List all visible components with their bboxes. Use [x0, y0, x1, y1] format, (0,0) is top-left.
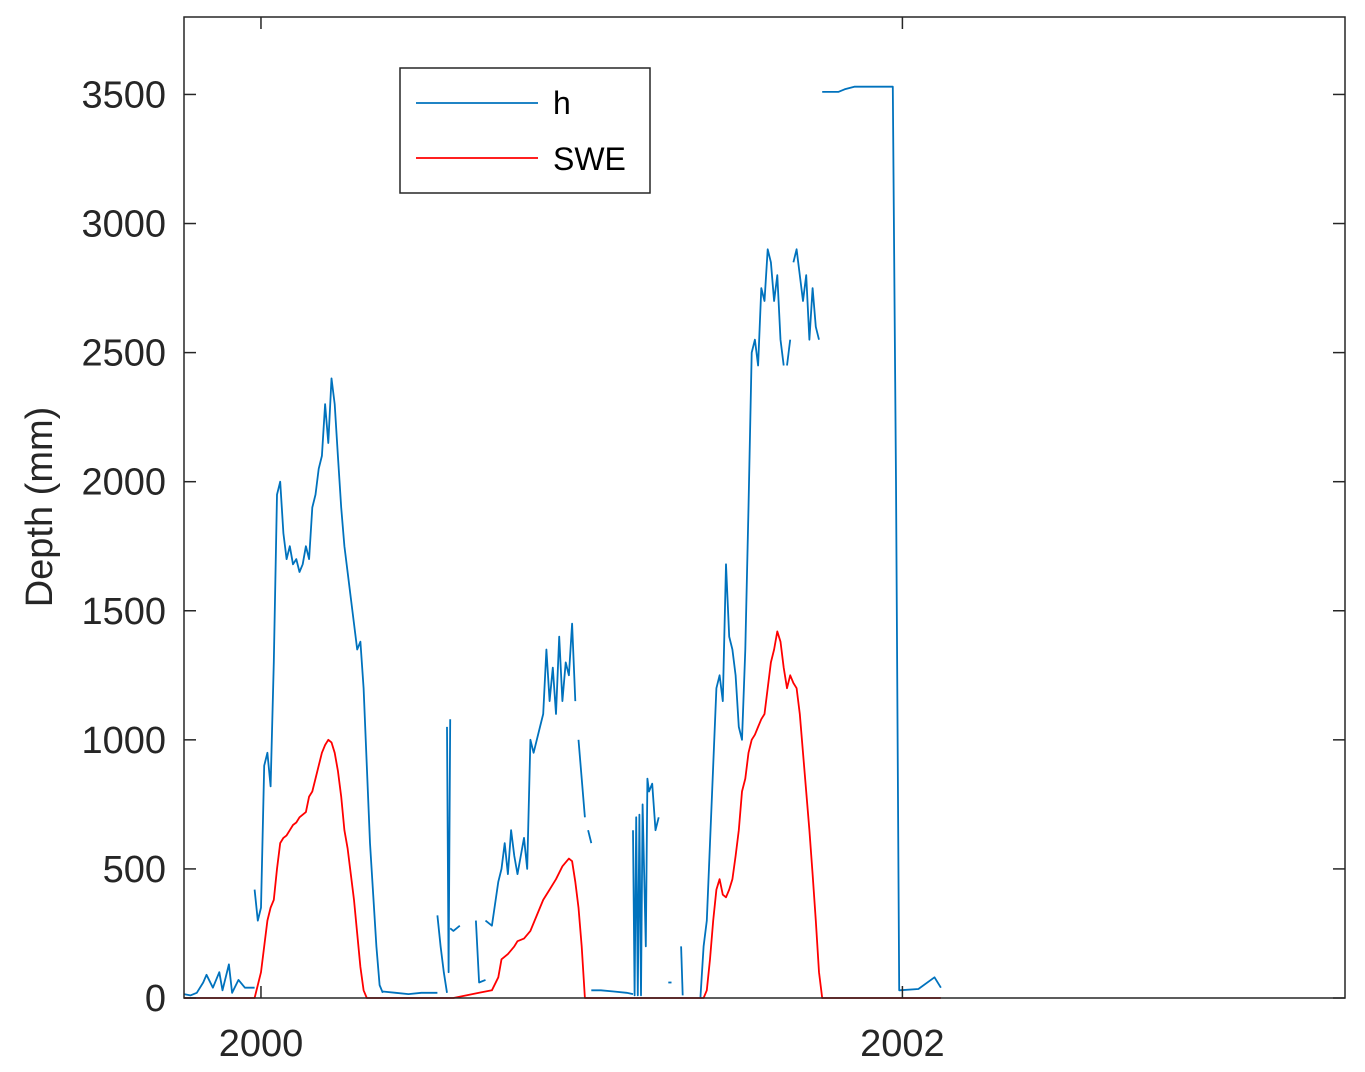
series-line-h-segment-9 — [587, 829, 593, 844]
y-tick-label-3000: 3000 — [81, 204, 166, 246]
series-line-h-segment-7 — [484, 622, 577, 927]
series-line-h-segment-10 — [591, 989, 634, 995]
series-line-h-segment-4 — [446, 719, 452, 974]
series-layer — [183, 85, 942, 999]
series-line-h-segment-11 — [632, 777, 660, 997]
series-line-h-segment-1 — [253, 377, 384, 994]
series-line-h-segment-17 — [822, 85, 942, 992]
series-line-h-segment-5 — [449, 925, 461, 932]
y-tick-label-0: 0 — [145, 978, 166, 1020]
y-tick-label-1000: 1000 — [81, 720, 166, 762]
y-tick-label-2500: 2500 — [81, 333, 166, 375]
plot-frame — [183, 16, 1346, 999]
legend-box — [399, 67, 651, 194]
series-line-h-segment-16 — [792, 248, 820, 341]
y-tick-label-3500: 3500 — [81, 74, 166, 116]
tick-layer: 0 500 1000 1500 2000 2500 3000 3500 2000 2002 — [81, 17, 1345, 1065]
series-line-h-segment-6 — [475, 920, 486, 984]
y-axis-label: Depth (mm) — [19, 407, 61, 608]
series-line-h-segment-14 — [699, 248, 785, 999]
series-line-h-segment-2 — [382, 990, 438, 995]
series-line-h-segment-15 — [786, 339, 792, 366]
y-tick-label-2000: 2000 — [81, 462, 166, 504]
legend-label-h: h — [553, 85, 571, 121]
legend: h SWE — [399, 67, 651, 194]
y-tick-label-500: 500 — [103, 849, 166, 891]
series-line-h-segment-0 — [183, 963, 255, 997]
legend-label-swe: SWE — [553, 141, 626, 177]
series-line-h-segment-8 — [577, 739, 586, 818]
series-line-h-segment-3 — [436, 915, 448, 993]
series-line-swe-segment-0 — [184, 630, 941, 999]
y-tick-label-1500: 1500 — [81, 591, 166, 633]
x-tick-label-2002: 2002 — [860, 1023, 945, 1065]
x-tick-label-2000: 2000 — [219, 1023, 304, 1065]
series-line-h-segment-13 — [680, 946, 684, 996]
